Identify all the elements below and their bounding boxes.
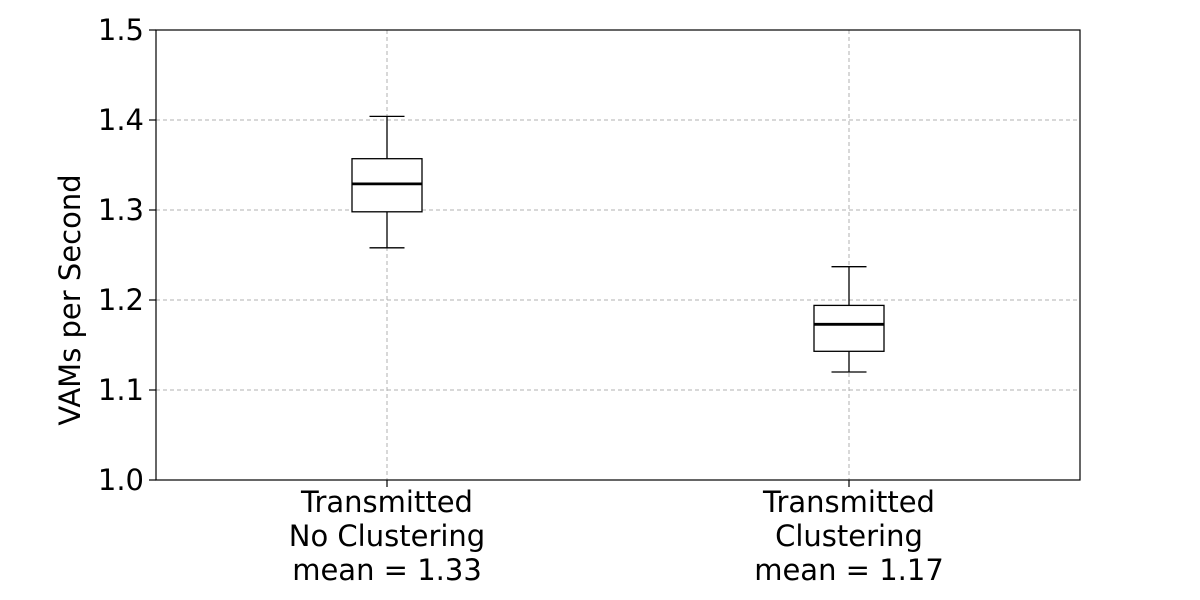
x-category-label-line: mean = 1.17	[754, 553, 944, 587]
box-2	[813, 266, 885, 373]
x-category-label-line: Transmitted	[762, 485, 935, 519]
x-category-label-line: mean = 1.33	[292, 553, 482, 587]
y-tick-label: 1.3	[98, 193, 144, 227]
plot-area-frame	[155, 29, 1081, 481]
y-tick-label: 1.1	[98, 373, 144, 407]
x-category-label-line: Transmitted	[300, 485, 473, 519]
iqr-box	[813, 304, 885, 352]
x-category-label-line: Clustering	[775, 519, 923, 553]
y-tick-label: 1.0	[98, 463, 144, 497]
box-1	[351, 115, 423, 249]
y-axis-title: VAMs per Second	[53, 174, 87, 425]
y-tick-label: 1.4	[98, 103, 144, 137]
x-category-label-line: No Clustering	[289, 519, 485, 553]
tick-layer	[149, 29, 850, 487]
grid-layer	[156, 30, 1080, 480]
y-tick-label: 1.5	[98, 13, 144, 47]
y-tick-label: 1.2	[98, 283, 144, 317]
box-layer	[351, 115, 885, 373]
